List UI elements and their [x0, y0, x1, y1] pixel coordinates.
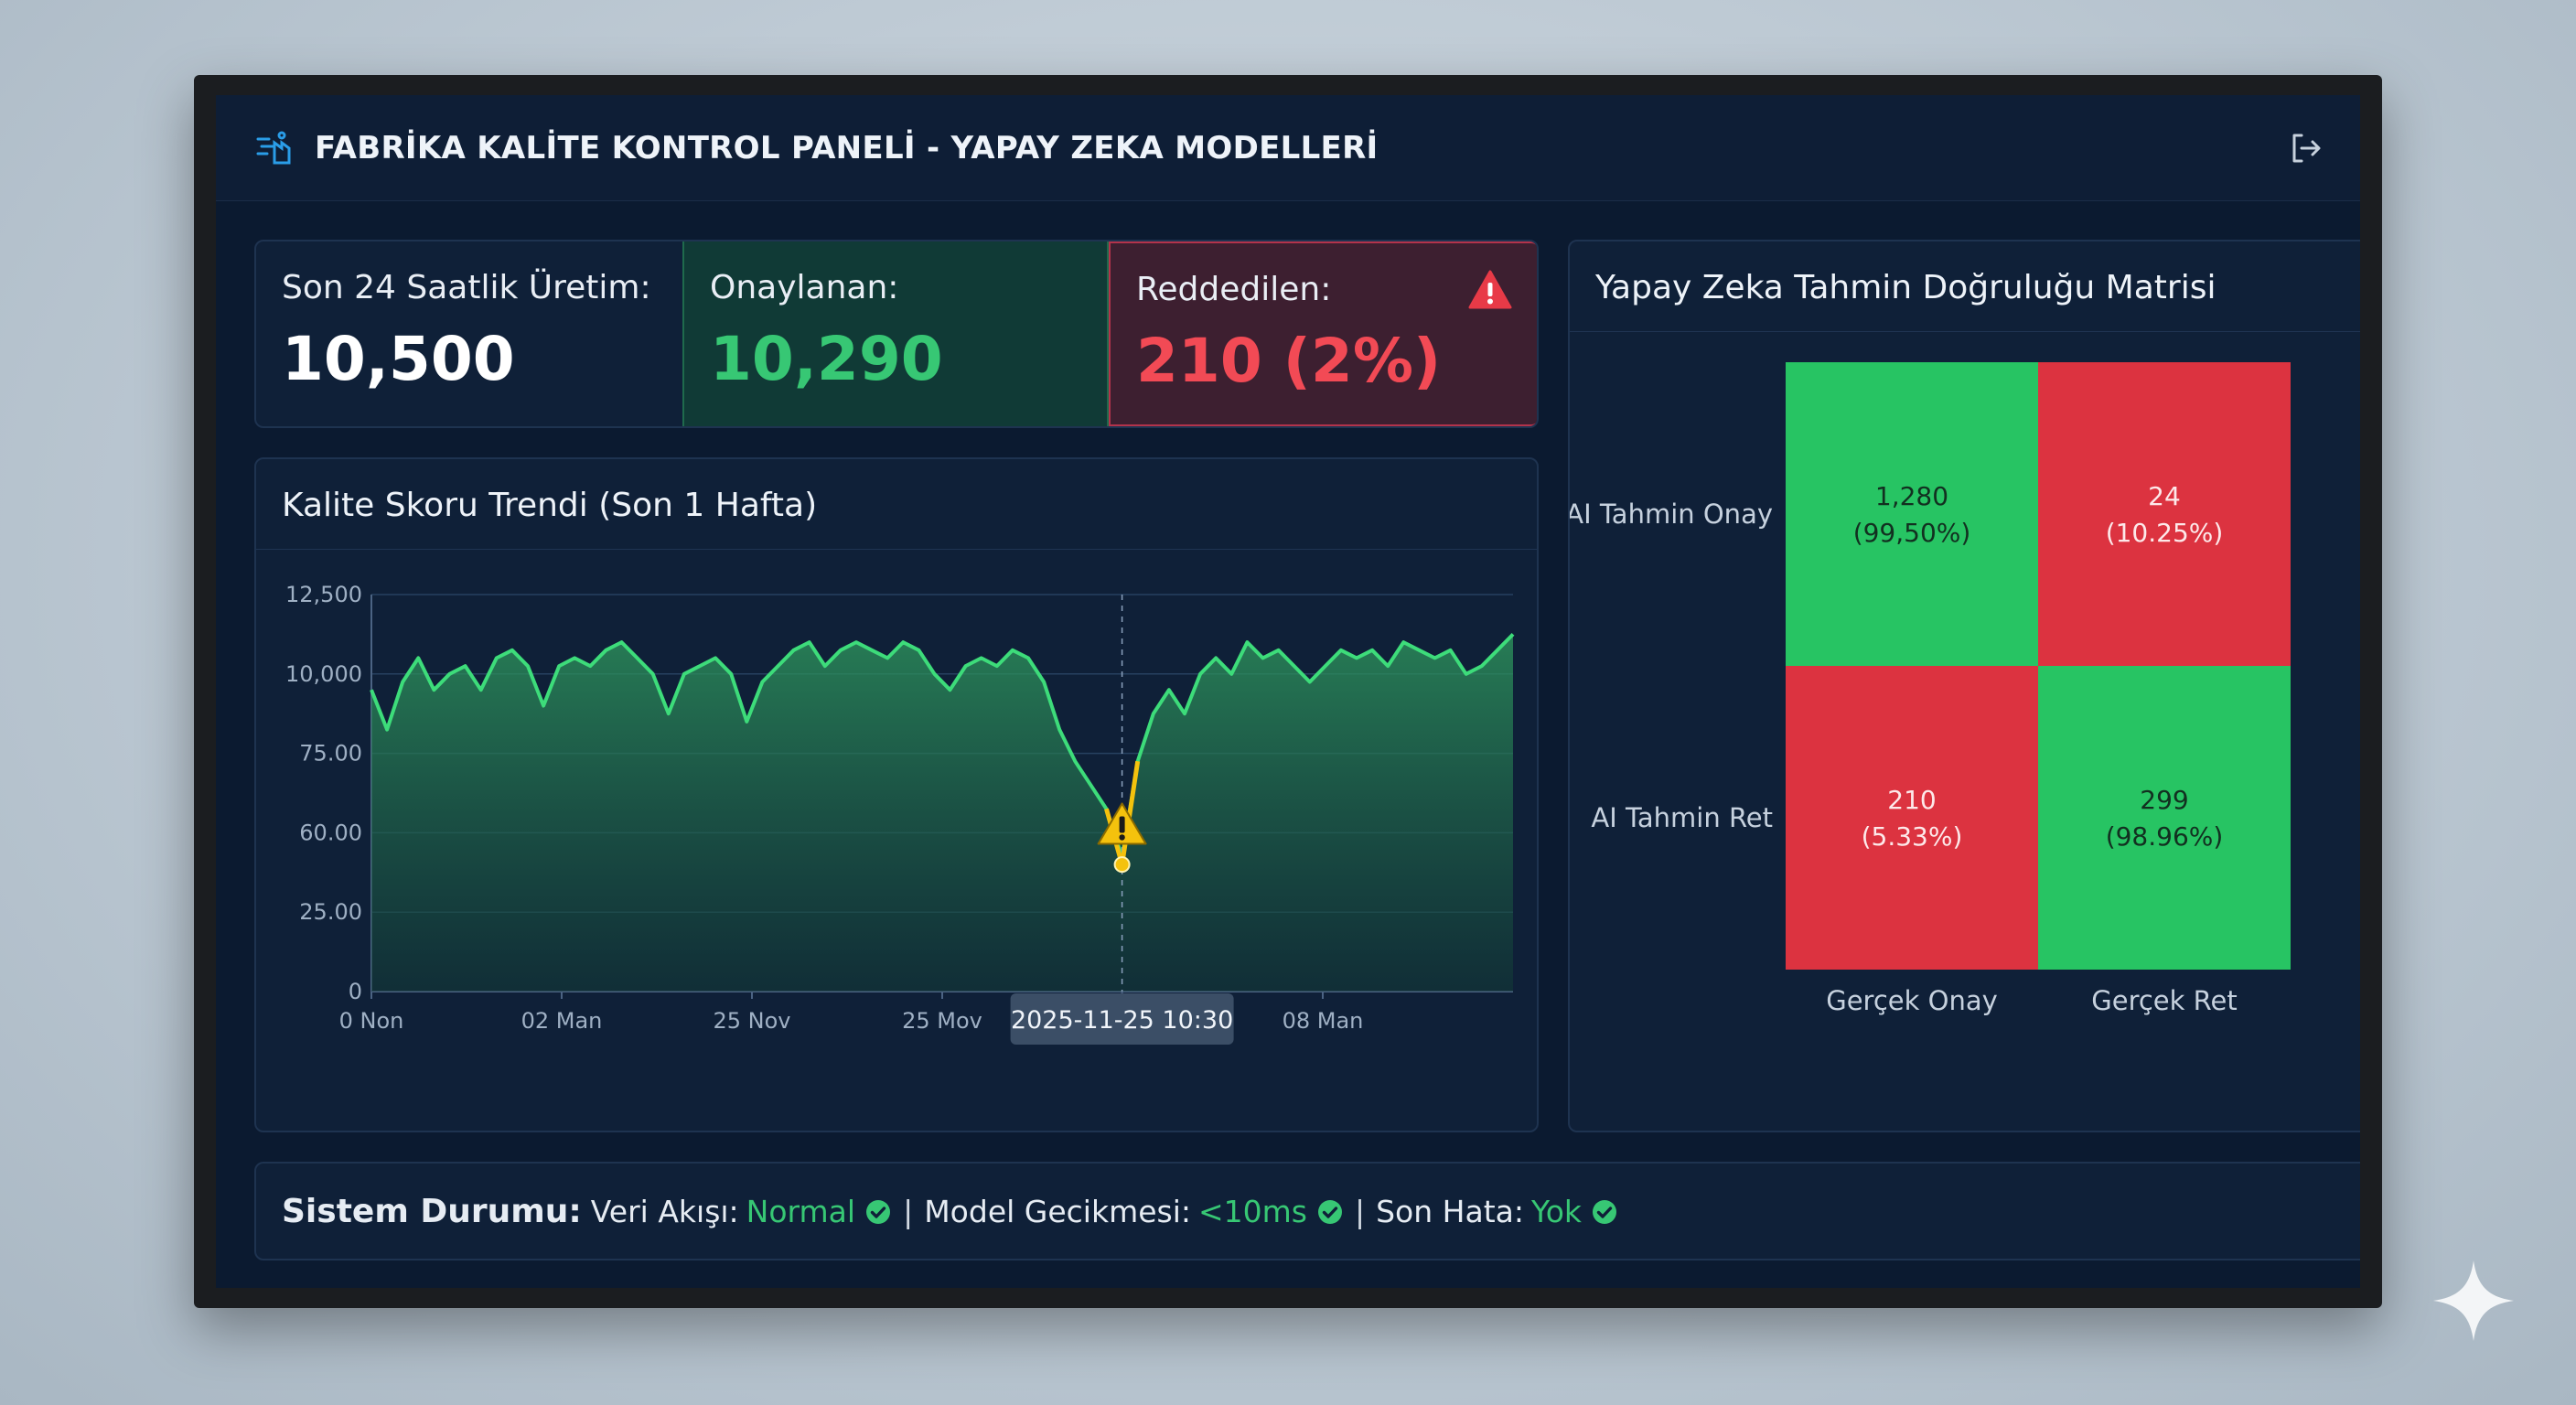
status-label-data-flow: Veri Akışı:	[590, 1194, 739, 1229]
matrix-row-label: AI Tahmin Onay	[1570, 499, 1773, 530]
x-tick-label: 25 Nov	[713, 1008, 790, 1034]
confusion-matrix-title: Yapay Zeka Tahmin Doğruluğu Matrisi	[1595, 269, 2216, 306]
status-heading: Sistem Durumu:	[282, 1193, 582, 1230]
y-tick-label: 25.00	[299, 899, 362, 925]
dashboard-screen: FABRİKA KALİTE KONTROL PANELİ - YAPAY ZE…	[216, 95, 2360, 1288]
x-tick-label: 08 Man	[1283, 1008, 1364, 1034]
check-circle-icon	[1593, 1199, 1617, 1224]
tooltip-date: 2025-11-25 10:30	[1011, 1006, 1233, 1035]
matrix-cell[interactable]	[2038, 666, 2291, 970]
matrix-cell-count: 210	[1887, 785, 1936, 815]
matrix-cell-count: 299	[2140, 785, 2188, 815]
kpi-rejected: Reddedilen: 210 (2%)	[1109, 241, 1537, 426]
confusion-matrix: 1,280 (99,50%) 24 (10.25%) 210 (5.33%) 299 (98.…	[1570, 362, 2291, 1016]
check-circle-icon	[866, 1199, 891, 1224]
status-line: Sistem Durumu: Veri Akışı: Normal | Mode…	[282, 1193, 1618, 1230]
kpi-production-label: Son 24 Saatlik Üretim:	[282, 269, 651, 306]
series-line	[370, 632, 1515, 859]
matrix-cell[interactable]	[1786, 666, 2038, 970]
status-label-last-error: Son Hata:	[1376, 1194, 1524, 1229]
x-tick-label: 0 Non	[339, 1008, 404, 1034]
y-tick-label: 60.00	[299, 820, 362, 845]
kpi-strip: Son 24 Saatlik Üretim: 10,500 Onaylanan:…	[254, 240, 1539, 428]
quality-trend-panel: Kalite Skoru Trendi (Son 1 Hafta) 0 25.00…	[254, 457, 1539, 1132]
series-area	[371, 634, 1513, 992]
monitor-frame: FABRİKA KALİTE KONTROL PANELİ - YAPAY ZE…	[194, 75, 2382, 1308]
x-tick-label: 02 Man	[521, 1008, 603, 1034]
kpi-production-value: 10,500	[282, 324, 515, 394]
status-separator: |	[1354, 1194, 1366, 1229]
status-value-data-flow: Normal	[746, 1194, 856, 1229]
y-tick-label: 75.00	[299, 741, 362, 767]
system-status-bar: Sistem Durumu: Veri Akışı: Normal | Mode…	[254, 1162, 2360, 1260]
matrix-cell[interactable]	[1786, 362, 2038, 666]
panel-divider	[1570, 331, 2360, 332]
quality-trend-chart: 0 25.00 60.00 75.00 10,000 12,500 0 Non 02 Man 2…	[285, 582, 1515, 1045]
warning-icon	[1468, 270, 1512, 309]
status-value-model-latency: <10ms	[1198, 1194, 1307, 1229]
status-label-model-latency: Model Gecikmesi:	[924, 1194, 1191, 1229]
matrix-cell-percent: (5.33%)	[1862, 821, 1963, 852]
matrix-cell-count: 24	[2148, 481, 2181, 511]
matrix-cell-percent: (99,50%)	[1853, 518, 1971, 548]
status-value-last-error: Yok	[1530, 1194, 1583, 1229]
matrix-cell-percent: (98.96%)	[2106, 821, 2224, 852]
kpi-approved-value: 10,290	[710, 324, 943, 394]
matrix-row-label: AI Tahmin Ret	[1591, 802, 1773, 833]
matrix-cell[interactable]	[2038, 362, 2291, 666]
kpi-approved-label: Onaylanan:	[710, 269, 899, 306]
logout-icon[interactable]	[2287, 130, 2324, 166]
y-tick-label: 10,000	[285, 661, 362, 687]
app-title: FABRİKA KALİTE KONTROL PANELİ - YAPAY ZE…	[315, 130, 1379, 166]
y-tick-label: 12,500	[285, 582, 362, 607]
status-separator: |	[903, 1194, 914, 1229]
y-tick-label: 0	[349, 979, 362, 1004]
matrix-col-label: Gerçek Onay	[1826, 985, 1998, 1016]
warning-icon	[1097, 802, 1147, 845]
factory-flow-icon	[256, 131, 291, 165]
confusion-matrix-panel: Yapay Zeka Tahmin Doğruluğu Matrisi 1,28…	[1568, 240, 2360, 1132]
panel-divider	[256, 549, 1537, 550]
matrix-col-label: Gerçek Ret	[2091, 985, 2237, 1016]
kpi-production: Son 24 Saatlik Üretim: 10,500	[256, 241, 682, 426]
check-circle-icon	[1317, 1199, 1342, 1224]
tooltip-badge	[1010, 993, 1234, 1045]
kpi-rejected-label: Reddedilen:	[1136, 271, 1332, 308]
sparkle-icon	[2433, 1260, 2514, 1341]
matrix-cell-percent: (10.25%)	[2106, 518, 2224, 548]
matrix-cell-count: 1,280	[1875, 481, 1948, 511]
title-bar: FABRİKA KALİTE KONTROL PANELİ - YAPAY ZE…	[216, 95, 2360, 201]
x-tick-label: 25 Mov	[902, 1008, 982, 1034]
anomaly-point[interactable]	[1113, 856, 1131, 874]
kpi-approved: Onaylanan: 10,290	[682, 241, 1109, 426]
kpi-rejected-value: 210 (2%)	[1136, 326, 1442, 396]
quality-trend-title: Kalite Skoru Trendi (Son 1 Hafta)	[282, 487, 818, 524]
